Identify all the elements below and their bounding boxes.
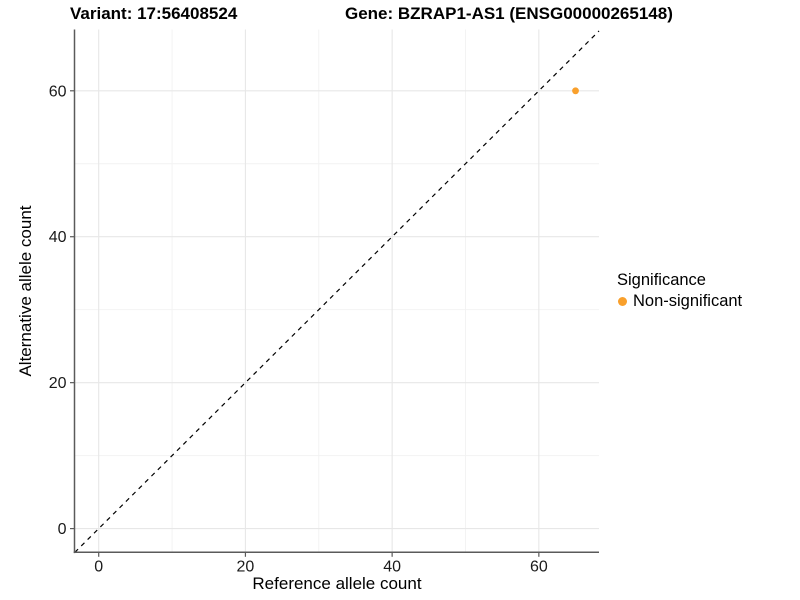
legend-item: Non-significant (617, 292, 742, 311)
y-tick-label: 40 (49, 229, 67, 246)
x-tick-label: 60 (530, 558, 548, 575)
x-tick-label: 20 (237, 558, 255, 575)
legend: Significance Non-significant (617, 271, 742, 311)
x-tick-label: 0 (94, 558, 103, 575)
data-point (572, 87, 579, 95)
legend-item-label: Non-significant (633, 292, 743, 310)
y-tick-label: 0 (58, 521, 67, 538)
x-axis-title: Reference allele count (252, 574, 422, 593)
plot-title-variant: Variant: 17:56408524 (70, 4, 238, 23)
plot-title-gene: Gene: BZRAP1-AS1 (ENSG00000265148) (345, 4, 673, 23)
legend-items: Non-significant (617, 292, 742, 311)
y-tick-label: 60 (49, 83, 67, 100)
legend-title: Significance (617, 271, 706, 289)
x-tick-label: 40 (383, 558, 401, 575)
identity-line (74, 30, 600, 553)
y-axis-title: Alternative allele count (16, 205, 35, 377)
y-tick-label: 20 (49, 375, 67, 392)
legend-key-dot-icon (618, 297, 627, 306)
